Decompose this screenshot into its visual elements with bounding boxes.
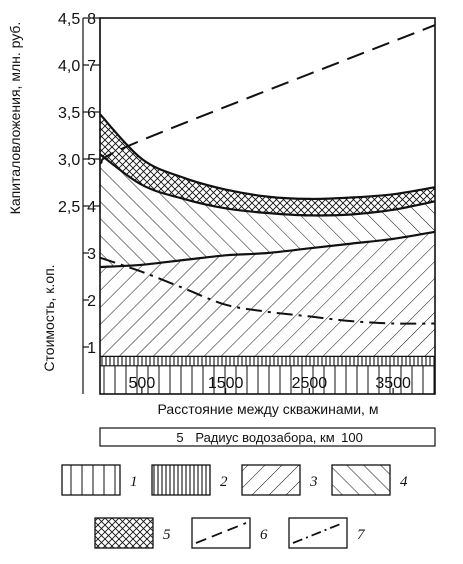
legend-item-5: 5 [94, 517, 171, 549]
legend-swatch-4 [331, 464, 391, 496]
outer-tick-label: 3,0 [58, 152, 80, 169]
x-axis-ticks: 500 1500 2500 3500 [129, 375, 411, 394]
series-line-7 [99, 256, 436, 325]
layer-boundary-3 [99, 230, 436, 269]
outer-tick-label: 4,0 [58, 58, 80, 75]
area-layer-1 [100, 365, 435, 394]
left-inner-axis-label: Стоимость, к.оп. [41, 264, 57, 371]
legend-item-7: 7 [288, 517, 366, 549]
legend-swatch-box-6 [191, 517, 251, 549]
series-line-6 [99, 24, 436, 165]
left-outer-ticks: 2,5 3,0 3,5 4,0 4,5 [58, 11, 101, 216]
secondary-axis-label: Радиус водозабора, км [195, 430, 334, 445]
x-tick-label: 3500 [375, 375, 411, 392]
legend-label-3: 3 [309, 474, 318, 490]
legend-swatch-1 [61, 464, 121, 496]
inner-tick-label: 1 [87, 340, 96, 357]
legend-swatch-5 [94, 517, 154, 549]
legend-swatch-2 [151, 464, 211, 496]
area-layers [100, 114, 435, 395]
legend-label-7: 7 [357, 527, 366, 543]
legend-item-2: 2 [151, 464, 228, 496]
left-outer-axis-label: Капиталовложения, млн. руб. [7, 22, 23, 215]
x-tick-label: 500 [129, 375, 156, 392]
legend-item-3: 3 [241, 464, 318, 496]
legend-swatch-line-6 [195, 522, 247, 544]
legend-swatch-line-7 [292, 522, 344, 544]
secondary-axis-strip [99, 427, 436, 447]
area-layer-3 [100, 231, 435, 394]
inner-tick-label: 3 [87, 246, 96, 263]
legend-label-1: 1 [130, 474, 138, 490]
secondary-tick-start: 5 [176, 430, 183, 445]
legend-label-2: 2 [220, 474, 228, 490]
inner-tick-label: 5 [87, 152, 96, 169]
layer-boundary-5 [99, 113, 436, 201]
x-tick-label: 1500 [208, 375, 244, 392]
inner-tick-label: 2 [87, 293, 96, 310]
legend: 1 2 3 4 5 6 7 [61, 464, 408, 549]
outer-tick-label: 4,5 [58, 11, 80, 28]
outer-tick-label: 3,5 [58, 105, 80, 122]
legend-label-6: 6 [260, 527, 268, 543]
legend-label-5: 5 [163, 527, 171, 543]
layer-boundaries [99, 113, 436, 367]
extra-lines [99, 24, 436, 325]
left-inner-ticks: 1 2 3 4 5 6 7 8 [83, 11, 96, 357]
legend-swatch-box-7 [288, 517, 348, 549]
layer-boundary-4 [99, 153, 436, 217]
x-tick-label: 2500 [292, 375, 328, 392]
legend-item-4: 4 [331, 464, 408, 496]
inner-tick-label: 8 [87, 11, 96, 28]
x-axis-label: Расстояние между скважинами, м [158, 401, 379, 417]
inner-tick-label: 6 [87, 105, 96, 122]
inner-tick-label: 4 [87, 199, 96, 216]
secondary-tick-end: 100 [341, 430, 363, 445]
legend-swatch-3 [241, 464, 301, 496]
inner-tick-label: 7 [87, 58, 96, 75]
legend-item-1: 1 [61, 464, 138, 496]
outer-tick-label: 2,5 [58, 199, 80, 216]
legend-label-4: 4 [400, 474, 408, 490]
legend-item-6: 6 [191, 517, 268, 549]
